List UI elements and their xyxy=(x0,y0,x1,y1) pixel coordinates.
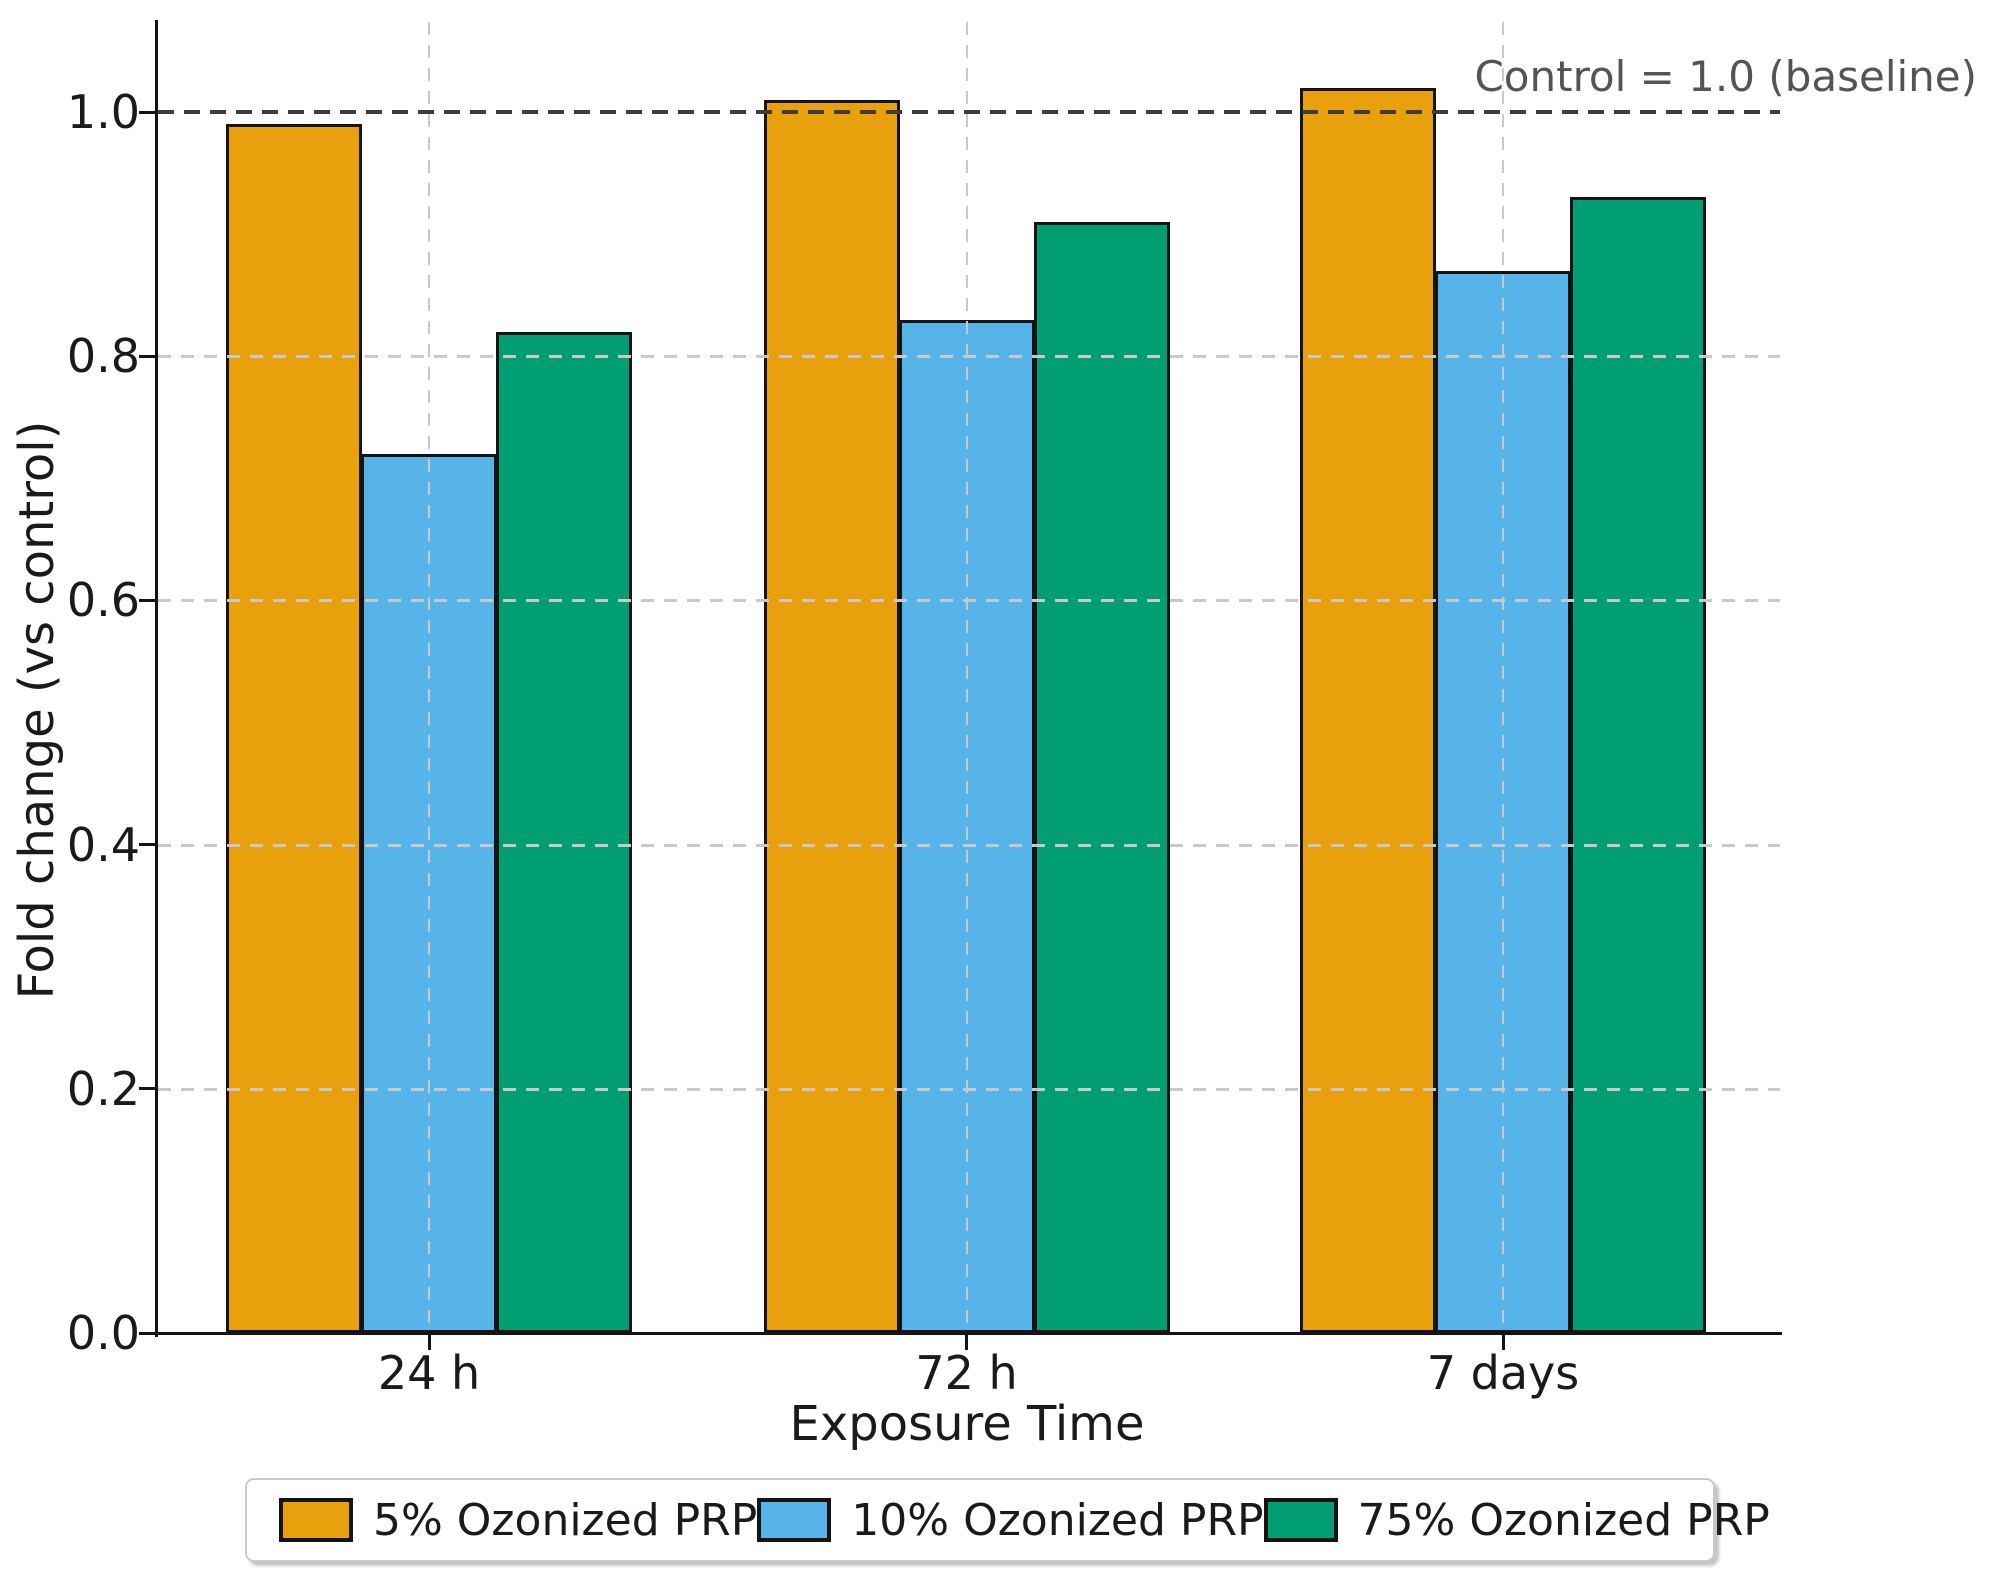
control-line xyxy=(158,110,1780,114)
y-tick-label: 0.8 xyxy=(66,329,140,384)
bar xyxy=(1033,221,1170,1333)
x-tick-mark xyxy=(427,1335,431,1350)
x-tick-mark xyxy=(965,1335,968,1350)
legend-label: 5% Ozonized PRP xyxy=(373,1494,758,1546)
gridline-h xyxy=(158,843,1780,847)
control-annotation: Control = 1.0 (baseline) xyxy=(1474,52,1977,101)
legend-item: 5% Ozonized PRP xyxy=(279,1495,757,1546)
bar xyxy=(1570,197,1706,1333)
y-axis-title: Fold change (vs control) xyxy=(9,420,65,1000)
y-tick-mark xyxy=(139,1087,155,1091)
legend-swatch xyxy=(1263,1498,1338,1542)
x-axis-title: Exposure Time xyxy=(789,1396,1145,1452)
x-tick-mark xyxy=(1501,1335,1505,1350)
y-tick-label: 0.0 xyxy=(66,1306,140,1360)
x-axis-spine xyxy=(155,1332,1782,1335)
bar xyxy=(1300,87,1436,1333)
y-tick-mark xyxy=(139,843,155,847)
bar xyxy=(226,124,362,1333)
gridline-h xyxy=(158,1087,1780,1091)
gridline-h xyxy=(158,355,1780,359)
y-tick-label: 0.2 xyxy=(66,1061,140,1116)
y-tick-label: 0.4 xyxy=(66,817,140,872)
bar xyxy=(763,99,900,1333)
gridline-h xyxy=(158,599,1780,603)
legend: 5% Ozonized PRP 10% Ozonized PRP 75% Ozoni… xyxy=(245,1478,1770,1562)
y-tick-mark xyxy=(139,598,155,602)
y-tick-mark xyxy=(139,110,155,114)
y-tick-mark xyxy=(139,354,155,358)
x-tick-label: 7 days xyxy=(1426,1346,1580,1400)
x-tick-label: 24 h xyxy=(377,1346,481,1400)
legend-label: 75% Ozonized PRP xyxy=(1357,1494,1770,1546)
legend-swatch xyxy=(279,1498,353,1542)
y-tick-mark xyxy=(139,1331,155,1335)
bar xyxy=(496,331,632,1333)
legend-label: 10% Ozonized PRP xyxy=(851,1494,1264,1546)
legend-item: 75% Ozonized PRP xyxy=(1263,1494,1770,1546)
gridline-v xyxy=(428,22,430,1333)
y-tick-label: 0.6 xyxy=(66,573,140,628)
gridline-v xyxy=(1502,22,1504,1333)
x-tick-label: 72 h xyxy=(915,1346,1018,1400)
legend-swatch xyxy=(757,1498,832,1542)
y-tick-label: 1.0 xyxy=(66,85,140,139)
y-axis-spine xyxy=(155,20,158,1337)
gridline-v xyxy=(965,22,968,1333)
legend-item: 10% Ozonized PRP xyxy=(757,1494,1264,1546)
